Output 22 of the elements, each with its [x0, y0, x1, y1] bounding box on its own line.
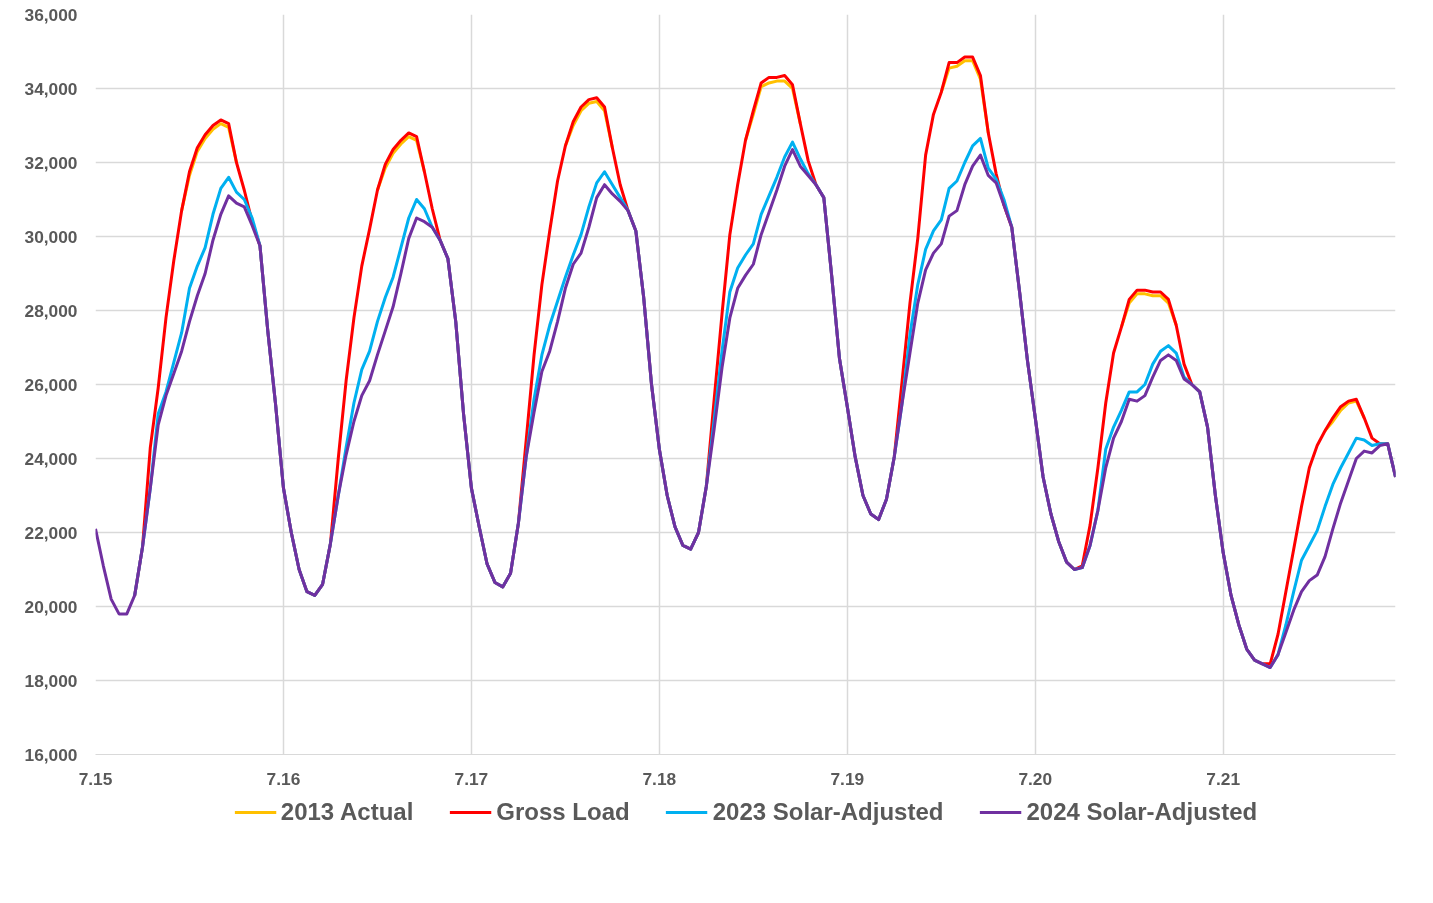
legend-label: Gross Load: [496, 798, 630, 826]
x-tick-label: 7.17: [454, 768, 489, 789]
legend-label: 2024 Solar-Adjusted: [1026, 798, 1258, 826]
y-tick-label: 36,000: [24, 4, 78, 25]
x-tick-label: 7.20: [1018, 768, 1053, 789]
y-tick-label: 22,000: [24, 522, 78, 543]
y-tick-label: 26,000: [24, 374, 78, 395]
legend-label: 2023 Solar-Adjusted: [712, 798, 944, 826]
legend-label: 2013 Actual: [280, 798, 414, 826]
y-tick-label: 24,000: [24, 448, 78, 469]
x-tick-label: 7.16: [266, 768, 301, 789]
x-tick-label: 7.15: [78, 768, 113, 789]
y-tick-label: 18,000: [24, 670, 78, 691]
y-tick-label: 34,000: [24, 78, 78, 99]
x-tick-label: 7.21: [1206, 768, 1241, 789]
y-tick-label: 30,000: [24, 226, 78, 247]
y-tick-label: 16,000: [24, 744, 78, 765]
y-tick-label: 32,000: [24, 152, 78, 173]
y-tick-label: 28,000: [24, 300, 78, 321]
x-tick-label: 7.18: [642, 768, 677, 789]
y-tick-label: 20,000: [24, 596, 78, 617]
x-tick-label: 7.19: [830, 768, 865, 789]
